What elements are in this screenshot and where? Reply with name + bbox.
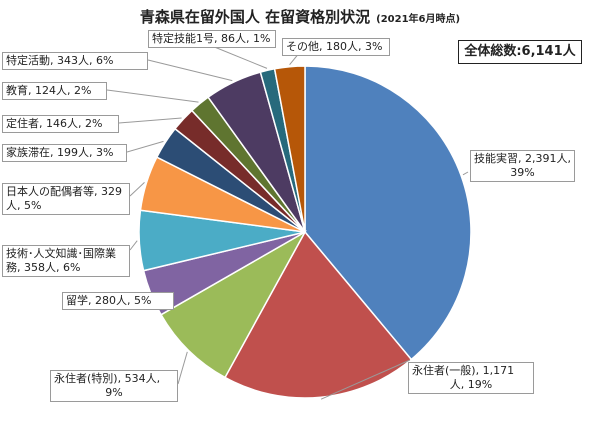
slice-label-8: 定住者, 146人, 2% (2, 115, 119, 133)
chart-title-text: 青森県在留外国人 在留資格別状況 (139, 8, 371, 26)
slice-label-line: 人, 5% (6, 199, 42, 212)
leader-line-8 (118, 117, 182, 124)
slice-label-3: 永住者(特別), 534人, 9% (50, 370, 178, 402)
slice-label-9: 教育, 124人, 2% (2, 82, 107, 100)
pie-slice-2 (223, 230, 413, 399)
slice-label-line: 39% (510, 166, 535, 179)
leader-line-7 (126, 140, 164, 153)
leader-line-1 (462, 171, 469, 176)
leader-line-10 (147, 59, 233, 82)
slice-label-7: 家族滞在, 199人, 3% (2, 144, 127, 162)
leader-line-2 (320, 359, 411, 400)
leader-line-11 (211, 45, 268, 69)
chart-title: 青森県在留外国人 在留資格別状況 (2021年6月時点) (0, 6, 600, 27)
slice-label-line: 特定活動, 343人, 6% (6, 54, 114, 67)
slice-label-2: 永住者(一般), 1,171 人, 19% (408, 362, 534, 394)
slice-label-1: 技能実習, 2,391人, 39% (470, 150, 575, 182)
slice-label-line: 永住者(一般), 1,171 (412, 364, 515, 377)
slice-label-line: 人, 19% (449, 378, 493, 391)
slice-label-11: 特定技能1号, 86人, 1% (148, 30, 276, 48)
slice-label-line: 9% (105, 386, 123, 399)
leader-line-9 (106, 89, 199, 103)
leader-line-6 (129, 182, 145, 197)
slice-label-5: 技術･人文知識･国際業 務, 358人, 6% (2, 245, 130, 277)
total-count-box: 全体総数:6,141人 (458, 40, 582, 64)
chart-subtitle: (2021年6月時点) (376, 14, 461, 25)
leader-line-5 (129, 240, 138, 251)
slice-label-line: 家族滞在, 199人, 3% (6, 146, 114, 159)
slice-label-line: その他, 180人, 3% (286, 40, 383, 53)
pie-slice-3 (160, 230, 307, 379)
slice-label-line: 日本人の配偶者等, 329 (6, 185, 122, 198)
slice-label-line: 技能実習, 2,391人, (474, 152, 571, 165)
slice-label-10: 特定活動, 343人, 6% (2, 52, 148, 70)
slice-label-line: 務, 358人, 6% (6, 261, 81, 274)
slice-label-line: 永住者(特別), 534人, (54, 372, 161, 385)
slice-label-line: 定住者, 146人, 2% (6, 117, 103, 130)
slice-label-line: 技術･人文知識･国際業 (6, 247, 116, 260)
pie-slice-12 (273, 65, 306, 233)
pie-slice-1 (304, 65, 472, 361)
slice-label-line: 教育, 124人, 2% (6, 84, 92, 97)
slice-label-line: 特定技能1号, 86人, 1% (152, 32, 271, 45)
leader-line-3 (177, 351, 188, 385)
slice-label-6: 日本人の配偶者等, 329 人, 5% (2, 183, 130, 215)
slice-label-12: その他, 180人, 3% (282, 38, 390, 56)
slice-label-line: 留学, 280人, 5% (66, 294, 152, 307)
slice-label-4: 留学, 280人, 5% (62, 292, 174, 310)
